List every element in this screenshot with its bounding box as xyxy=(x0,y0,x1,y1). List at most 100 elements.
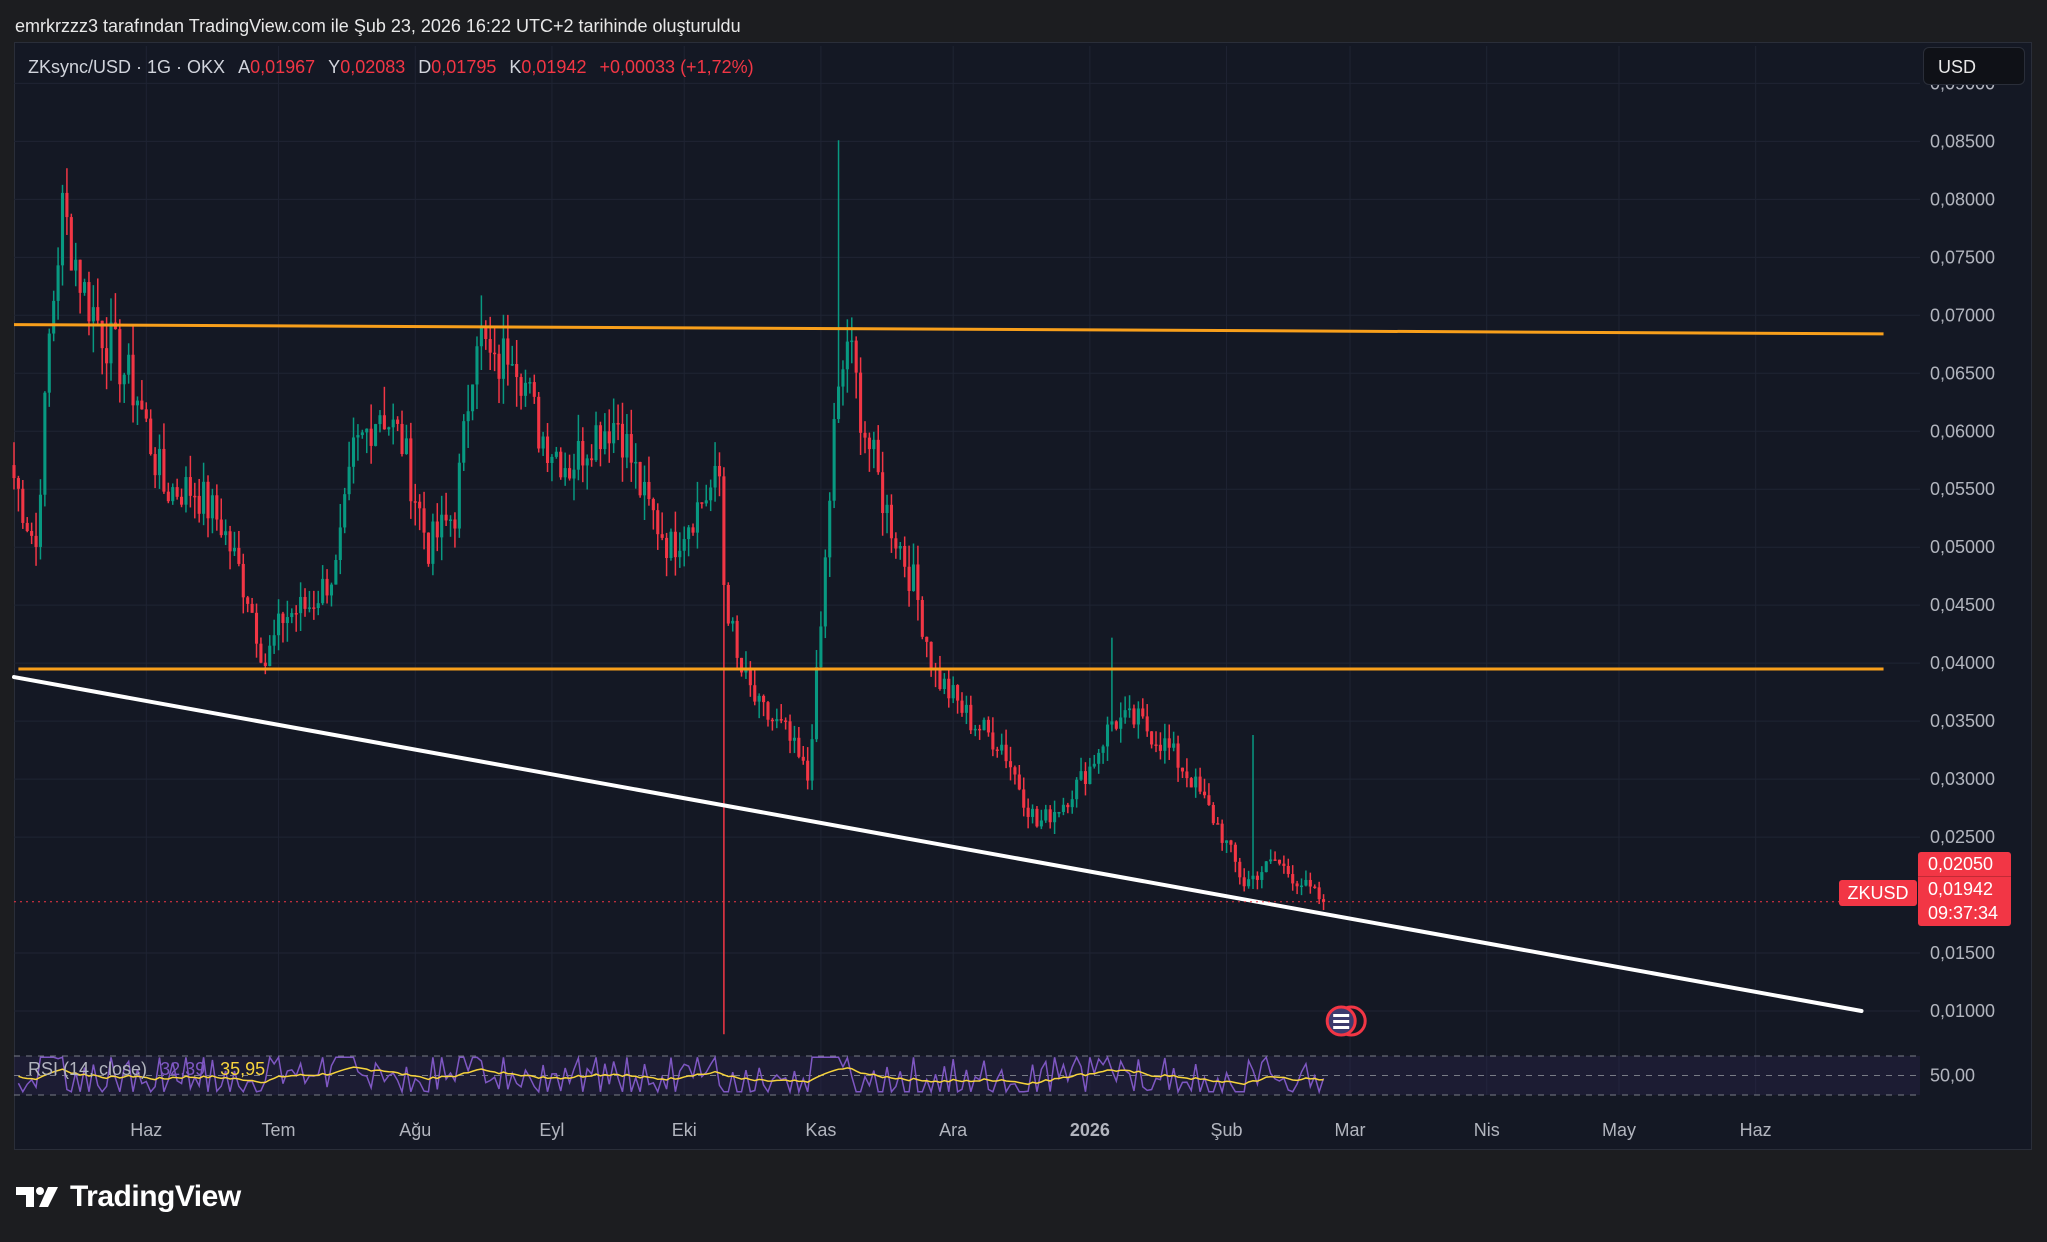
tradingview-logo-icon xyxy=(16,1187,58,1207)
candle-body xyxy=(872,439,876,450)
candle-body xyxy=(1185,771,1189,779)
candle-body xyxy=(810,739,814,781)
price-axis: 0,090000,085000,080000,075000,070000,065… xyxy=(1930,73,1995,1021)
candle-body xyxy=(1247,879,1251,887)
price-tick-label: 0,07500 xyxy=(1930,247,1995,267)
candle-body xyxy=(1220,823,1224,843)
candle-body xyxy=(294,613,298,615)
candle-body xyxy=(1286,865,1290,875)
price-tick-label: 0,01500 xyxy=(1930,943,1995,963)
candle-body xyxy=(554,451,558,457)
candle-body xyxy=(973,728,977,731)
candle-body xyxy=(576,440,580,470)
candle-body xyxy=(775,719,779,722)
candle-body xyxy=(1092,763,1096,767)
candle-body xyxy=(691,527,695,533)
price-tick-label: 0,06000 xyxy=(1930,421,1995,441)
candle-body xyxy=(938,669,942,690)
rsi-legend[interactable]: RSI (14, close) 32,39 35,95 xyxy=(28,1059,265,1080)
candle-body xyxy=(1282,863,1286,866)
candle-body xyxy=(404,438,408,455)
candle-body xyxy=(166,491,170,502)
candle-body xyxy=(731,620,735,624)
candle-body xyxy=(47,333,51,393)
candle-body xyxy=(140,400,144,410)
candle-body xyxy=(709,487,713,501)
candle-body xyxy=(1141,708,1145,717)
candle-body xyxy=(1004,744,1008,762)
candle-body xyxy=(1044,809,1048,821)
candle-body xyxy=(876,439,880,473)
candle-body xyxy=(806,760,810,781)
candle-body xyxy=(537,396,541,449)
candle-body xyxy=(1035,808,1039,827)
candle-body xyxy=(991,732,995,750)
tradingview-logo[interactable]: TradingView xyxy=(16,1180,241,1214)
time-tick-label: Kas xyxy=(805,1120,836,1140)
candle-body xyxy=(206,481,210,519)
candle-body xyxy=(65,192,69,218)
time-tick-label: Eyl xyxy=(539,1120,564,1140)
candle-body xyxy=(312,607,316,609)
symbol-legend[interactable]: ZKsync/USD · 1G · OKX A0,01967 Y0,02083 … xyxy=(28,57,754,78)
descending-trendline xyxy=(12,675,1864,1014)
candle-body xyxy=(779,719,783,721)
candle-body xyxy=(241,563,245,598)
candle-body xyxy=(634,461,638,464)
candle-body xyxy=(951,685,955,699)
candle-body xyxy=(1238,861,1242,878)
candle-body xyxy=(1053,812,1057,823)
candle-body xyxy=(647,481,651,500)
candle-body xyxy=(797,737,801,757)
price-tick-label: 0,05000 xyxy=(1930,537,1995,557)
price-tick-label: 0,08000 xyxy=(1930,189,1995,209)
candle-body xyxy=(788,721,792,741)
candle-body xyxy=(118,329,122,385)
candle-body xyxy=(784,720,788,722)
candle-body xyxy=(695,502,699,533)
rsi-title[interactable]: RSI (14, close) xyxy=(28,1059,148,1079)
rsi-level-label: 50,00 xyxy=(1930,1066,1975,1086)
price-tick-label: 0,04500 xyxy=(1930,595,1995,615)
candle-body xyxy=(272,635,276,646)
candle-body xyxy=(585,458,589,466)
candle-body xyxy=(678,550,682,558)
candle-body xyxy=(1119,717,1123,729)
candle-body xyxy=(127,354,131,375)
time-tick-label: Şub xyxy=(1211,1120,1243,1140)
candle-body xyxy=(638,461,642,496)
time-tick-label: Nis xyxy=(1474,1120,1500,1140)
candle-body xyxy=(400,423,404,455)
candle-body xyxy=(1026,807,1030,817)
candle-body xyxy=(1150,731,1154,745)
candle-body xyxy=(453,519,457,529)
candle-body xyxy=(541,436,545,449)
chart-frame[interactable] xyxy=(14,42,2032,1150)
candle-body xyxy=(841,369,845,387)
candle-body xyxy=(466,411,470,422)
candle-body xyxy=(431,521,435,564)
price-tag-price: 0,01942 xyxy=(1928,879,1994,899)
price-tag-upper: 0,02050 xyxy=(1918,852,2011,877)
candle-body xyxy=(1128,708,1132,711)
candle-body xyxy=(307,607,311,609)
candle-body xyxy=(440,514,444,538)
candle-body xyxy=(1097,752,1101,764)
us-flag-icon xyxy=(1333,1014,1350,1017)
candle-body xyxy=(1110,721,1114,725)
candle-body xyxy=(1079,771,1083,780)
candle-body xyxy=(1225,840,1229,843)
currency-button[interactable]: USD xyxy=(1923,47,2025,85)
candle-body xyxy=(497,353,501,379)
candle-body xyxy=(1229,840,1233,845)
candle-body xyxy=(38,494,42,547)
candle-body xyxy=(321,578,325,604)
symbol-title[interactable]: ZKsync/USD · 1G · OKX xyxy=(28,57,226,77)
candle-body xyxy=(995,749,999,751)
candle-body xyxy=(594,425,598,461)
candle-body xyxy=(254,612,259,644)
candle-body xyxy=(1083,771,1088,785)
candle-body xyxy=(157,448,162,476)
candle-body xyxy=(1299,885,1304,888)
